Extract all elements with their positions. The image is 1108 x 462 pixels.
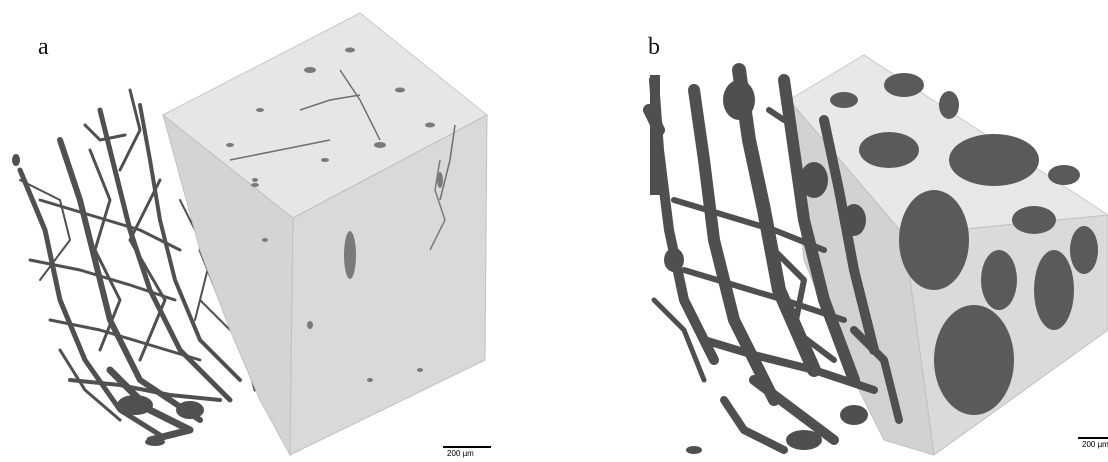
tissue-cube-a [162, 12, 488, 457]
panel-label-b: b [648, 34, 660, 60]
scale-bar-line-a [443, 446, 491, 448]
vessel-fragments-a [12, 154, 204, 446]
render-a [12, 12, 488, 457]
panel-a: a [0, 0, 554, 461]
panel-label-a: a [38, 34, 49, 60]
scale-bar-a: 200 µm [443, 446, 493, 462]
scale-bar-label-b: 200 µm [1082, 440, 1108, 449]
tissue-cube-b [788, 54, 1108, 456]
render-b [643, 54, 1108, 456]
scale-bar-line-b [1078, 437, 1108, 439]
panel-b: b [554, 0, 1108, 461]
scale-bar-b: 200 µm [1078, 437, 1108, 453]
scale-bar-label-a: 200 µm [447, 449, 474, 458]
vessel-fragments-b [650, 75, 868, 454]
